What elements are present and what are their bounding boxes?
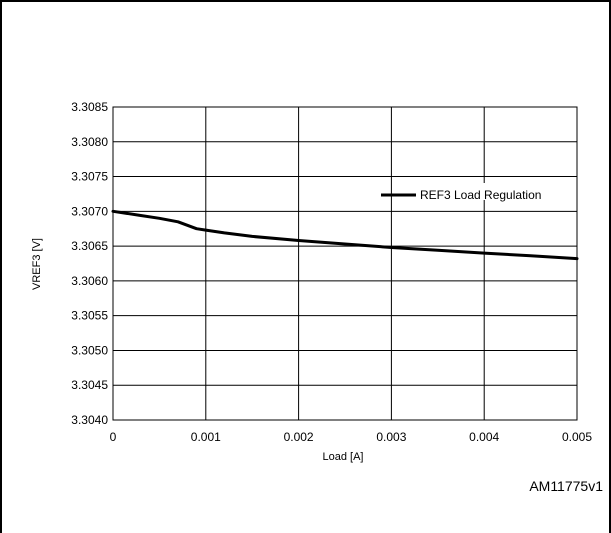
x-axis-ticks: 0 0.001 0.002 0.003 0.004 0.005: [110, 430, 593, 444]
y-axis-ticks: 3.3040 3.3045 3.3050 3.3055 3.3060 3.3065 3.30…: [71, 100, 108, 427]
series-line-ref3-load-regulation: [113, 211, 577, 258]
x-tick-label: 0.005: [562, 430, 592, 444]
x-tick-label: 0.003: [376, 430, 406, 444]
y-tick-label: 3.3050: [71, 343, 108, 357]
y-tick-label: 3.3055: [71, 309, 108, 323]
y-tick-label: 3.3080: [71, 135, 108, 149]
x-tick-label: 0.001: [191, 430, 221, 444]
y-tick-label: 3.3060: [71, 274, 108, 288]
y-tick-label: 3.3040: [71, 413, 108, 427]
figure-code: AM11775v1: [529, 478, 603, 494]
x-tick-label: 0.002: [284, 430, 314, 444]
x-axis-label: Load [A]: [323, 451, 364, 463]
y-tick-label: 3.3045: [71, 378, 108, 392]
y-axis-label: VREF3 [V]: [31, 238, 43, 290]
y-tick-label: 3.3070: [71, 204, 108, 218]
x-tick-label: 0.004: [469, 430, 499, 444]
x-tick-label: 0: [110, 430, 117, 444]
legend-label: REF3 Load Regulation: [420, 188, 541, 202]
y-tick-label: 3.3085: [71, 100, 108, 114]
y-tick-label: 3.3075: [71, 170, 108, 184]
grid: [113, 107, 577, 420]
plot-area-border: [113, 107, 577, 420]
y-tick-label: 3.3065: [71, 239, 108, 253]
